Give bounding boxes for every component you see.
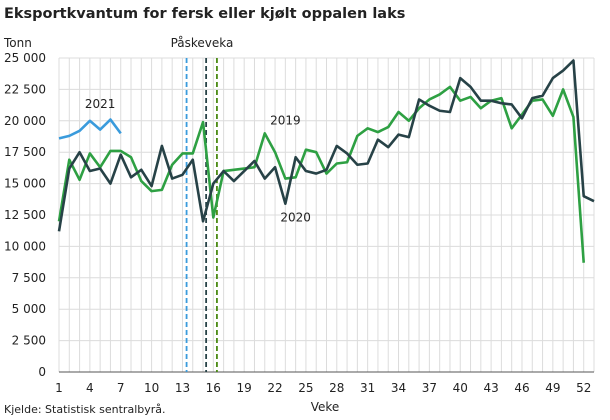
x-tick-label: 13 (175, 381, 190, 395)
easter-label: Påskeveka (171, 36, 234, 50)
series-label-2019: 2019 (270, 114, 301, 128)
y-tick-label: 15 000 (4, 177, 46, 191)
y-tick-label: 17 500 (4, 145, 46, 159)
series-line-2020 (57, 59, 595, 232)
x-axis-labels: 1 4 7 10 13 16 19 22 25 28 31 34 37 40 43 46 49 52 (55, 381, 591, 395)
x-tick-label: 34 (391, 381, 406, 395)
x-tick-label: 28 (329, 381, 344, 395)
y-tick-label: 22 500 (4, 82, 46, 96)
x-tick-label: 40 (453, 381, 468, 395)
y-axis-title: Tonn (3, 36, 32, 50)
x-tick-label: 1 (55, 381, 63, 395)
series-label-2020: 2020 (280, 210, 311, 224)
y-tick-label: 12 500 (4, 208, 46, 222)
x-tick-label: 19 (237, 381, 252, 395)
x-axis-title: Veke (311, 400, 340, 414)
y-tick-label: 2 500 (12, 334, 46, 348)
x-tick-label: 16 (206, 381, 221, 395)
y-tick-label: 10 000 (4, 239, 46, 253)
x-tick-label: 7 (117, 381, 125, 395)
x-tick-label: 22 (267, 381, 282, 395)
source-note: Kjelde: Statistisk sentralbyrå. (4, 403, 166, 416)
y-tick-label: 20 000 (4, 114, 46, 128)
y-tick-label: 7 500 (12, 271, 46, 285)
x-tick-label: 25 (298, 381, 313, 395)
easter-lines (185, 58, 218, 372)
x-tick-label: 46 (514, 381, 529, 395)
chart-title: Eksportkvantum for fersk eller kjølt opp… (4, 6, 406, 22)
x-tick-label: 4 (86, 381, 94, 395)
series-line-2019 (57, 85, 586, 263)
y-tick-label: 25 000 (4, 51, 46, 65)
y-tick-label: 0 (38, 365, 46, 379)
x-tick-label: 49 (545, 381, 560, 395)
y-axis-labels: 0 2 500 5 000 7 500 10 000 12 500 15 000 17 500… (4, 51, 46, 379)
x-tick-label: 43 (483, 381, 498, 395)
x-tick-label: 31 (360, 381, 375, 395)
series-labels: 2021 2019 2020 (85, 97, 311, 224)
series-lines (57, 59, 595, 263)
x-tick-label: 37 (422, 381, 437, 395)
x-tick-label: 10 (144, 381, 159, 395)
series-label-2021: 2021 (85, 97, 116, 111)
y-tick-label: 5 000 (12, 302, 46, 316)
x-tick-label: 52 (576, 381, 591, 395)
series-line-2021 (58, 118, 122, 140)
